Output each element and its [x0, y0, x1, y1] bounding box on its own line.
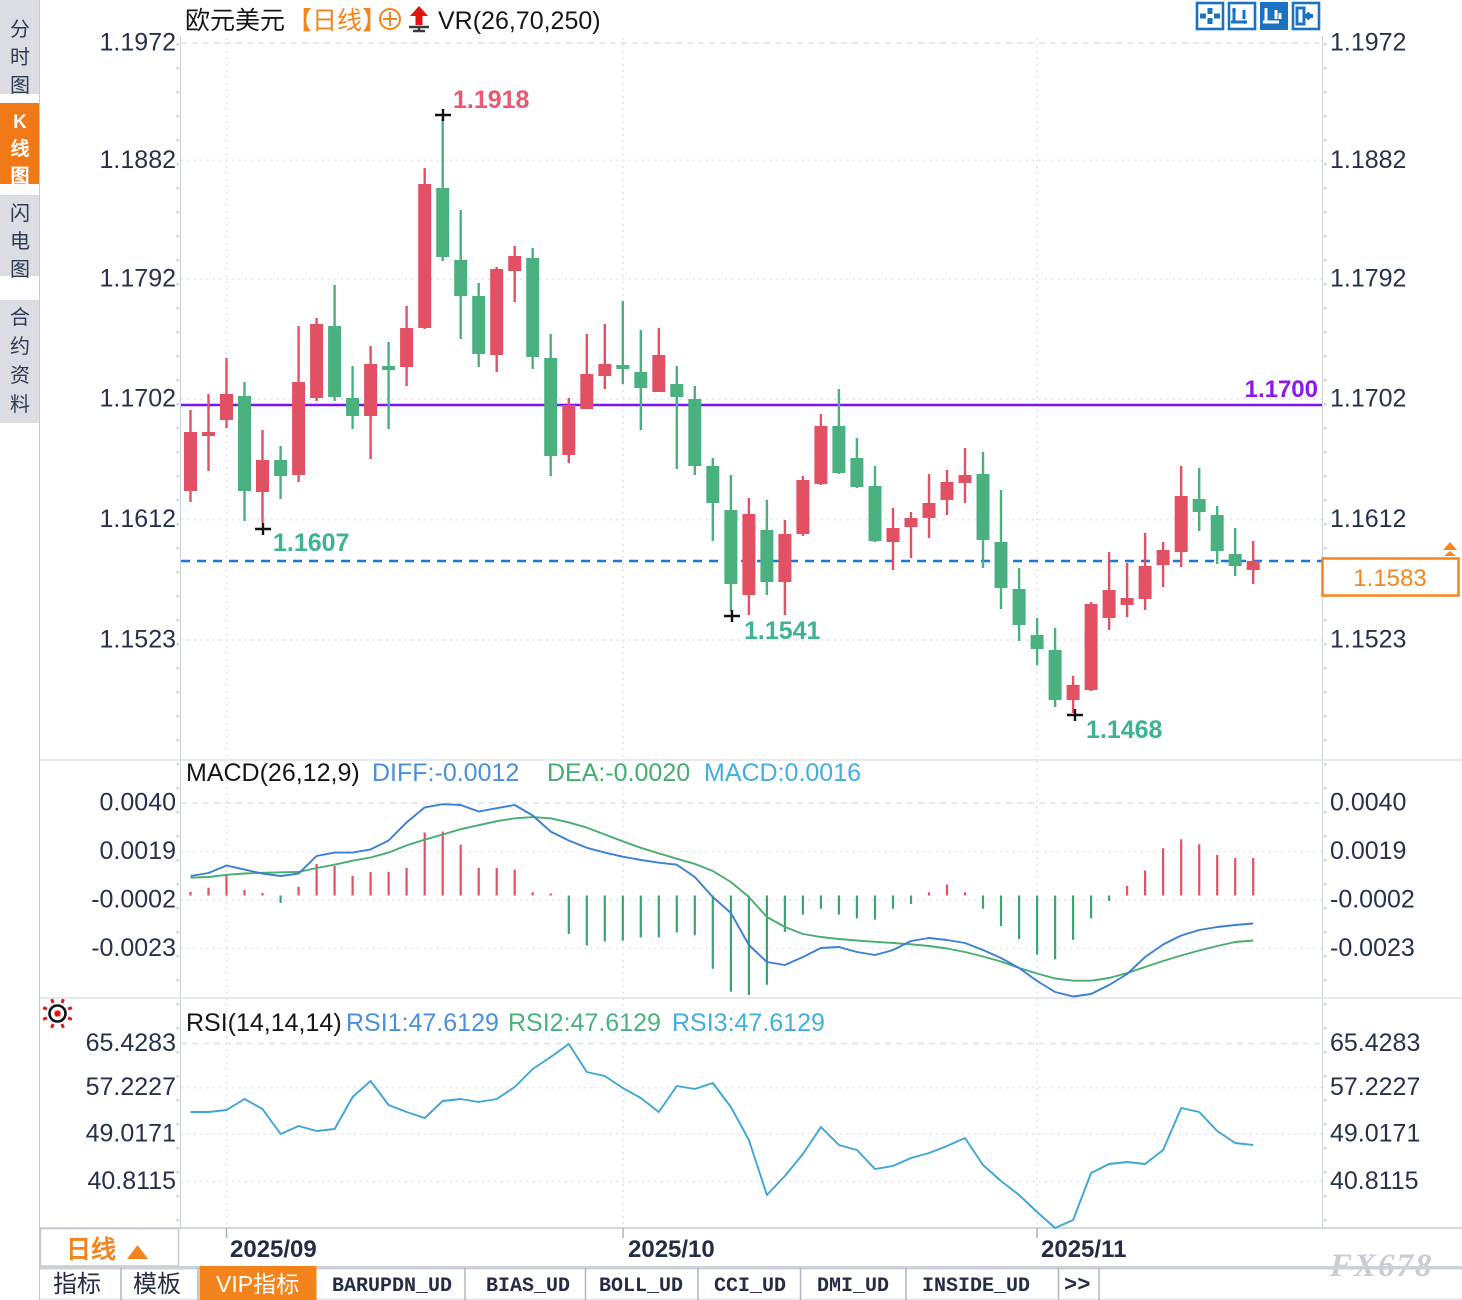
svg-text:1.1583: 1.1583	[1353, 565, 1426, 592]
svg-text:分: 分	[10, 18, 30, 41]
svg-text:1.1918: 1.1918	[453, 86, 530, 114]
svg-text:RSI3:47.6129: RSI3:47.6129	[672, 1009, 825, 1037]
svg-text:BARUPDN_UD: BARUPDN_UD	[332, 1275, 452, 1298]
svg-text:指标: 指标	[53, 1271, 101, 1298]
svg-text:40.8115: 40.8115	[1330, 1167, 1419, 1195]
svg-text:料: 料	[10, 393, 30, 416]
svg-text:1.1972: 1.1972	[100, 29, 176, 57]
svg-text:RSI2:47.6129: RSI2:47.6129	[508, 1009, 661, 1037]
svg-text:1.1700: 1.1700	[1245, 376, 1318, 403]
svg-text:1.1882: 1.1882	[100, 146, 176, 174]
svg-text:电: 电	[10, 230, 30, 253]
svg-text:1.1523: 1.1523	[1330, 626, 1406, 654]
svg-text:INSIDE_UD: INSIDE_UD	[922, 1275, 1030, 1298]
svg-text:RSI(14,14,14): RSI(14,14,14)	[186, 1009, 342, 1037]
svg-text:1.1882: 1.1882	[1330, 146, 1406, 174]
svg-text:RSI1:47.6129: RSI1:47.6129	[346, 1009, 499, 1037]
svg-text:图: 图	[10, 259, 30, 281]
svg-text:>>: >>	[1064, 1273, 1090, 1298]
svg-text:1.1541: 1.1541	[744, 617, 821, 645]
svg-text:MACD(26,12,9): MACD(26,12,9)	[186, 759, 360, 787]
svg-text:合: 合	[10, 306, 30, 329]
svg-text:2025/10: 2025/10	[628, 1236, 715, 1263]
svg-text:-0.0002: -0.0002	[91, 886, 176, 914]
svg-text:1.1523: 1.1523	[100, 626, 176, 654]
svg-text:0.0040: 0.0040	[1330, 789, 1406, 817]
svg-text:1.1792: 1.1792	[100, 265, 176, 293]
svg-text:0.0040: 0.0040	[100, 789, 176, 817]
svg-text:BOLL_UD: BOLL_UD	[599, 1275, 683, 1298]
svg-text:1.1972: 1.1972	[1330, 29, 1406, 57]
svg-text:2025/09: 2025/09	[230, 1236, 317, 1263]
svg-text:DEA:-0.0020: DEA:-0.0020	[547, 759, 690, 787]
svg-text:约: 约	[10, 335, 30, 358]
svg-text:1.1702: 1.1702	[1330, 385, 1406, 413]
svg-text:图: 图	[10, 165, 29, 187]
svg-text:-0.0023: -0.0023	[1330, 934, 1415, 962]
svg-text:资: 资	[10, 364, 30, 387]
svg-text:-0.0002: -0.0002	[1330, 886, 1415, 914]
svg-text:1.1468: 1.1468	[1086, 716, 1163, 744]
svg-text:DIFF:-0.0012: DIFF:-0.0012	[372, 759, 519, 787]
svg-text:57.2227: 57.2227	[1330, 1073, 1420, 1101]
svg-text:欧元美元: 欧元美元	[185, 7, 285, 35]
svg-text:2025/11: 2025/11	[1041, 1236, 1126, 1263]
svg-text:BIAS_UD: BIAS_UD	[486, 1275, 570, 1298]
svg-text:1.1792: 1.1792	[1330, 265, 1406, 293]
svg-text:CCI_UD: CCI_UD	[714, 1275, 786, 1298]
svg-text:0.0019: 0.0019	[100, 837, 176, 865]
svg-text:-0.0023: -0.0023	[91, 934, 176, 962]
svg-text:时: 时	[10, 46, 30, 69]
svg-text:图: 图	[10, 75, 30, 97]
svg-text:MACD:0.0016: MACD:0.0016	[704, 759, 861, 787]
svg-text:DMI_UD: DMI_UD	[817, 1275, 889, 1298]
svg-text:日线: 日线	[66, 1235, 116, 1264]
svg-text:0.0019: 0.0019	[1330, 837, 1406, 865]
svg-text:49.0171: 49.0171	[1330, 1120, 1420, 1148]
svg-text:65.4283: 65.4283	[1330, 1029, 1420, 1057]
svg-text:1.1702: 1.1702	[100, 385, 176, 413]
svg-text:K: K	[13, 112, 27, 133]
svg-text:模板: 模板	[133, 1271, 181, 1298]
svg-text:65.4283: 65.4283	[86, 1029, 176, 1057]
svg-text:闪: 闪	[10, 202, 30, 225]
svg-text:1.1612: 1.1612	[100, 505, 176, 533]
svg-text:49.0171: 49.0171	[86, 1120, 176, 1148]
svg-text:【日线】: 【日线】	[287, 7, 387, 35]
svg-text:40.8115: 40.8115	[87, 1167, 176, 1195]
svg-text:线: 线	[10, 137, 29, 160]
svg-text:1.1612: 1.1612	[1330, 505, 1406, 533]
svg-text:1.1607: 1.1607	[273, 529, 349, 557]
svg-text:VIP指标: VIP指标	[216, 1271, 299, 1297]
svg-text:57.2227: 57.2227	[86, 1073, 176, 1101]
svg-text:VR(26,70,250): VR(26,70,250)	[438, 7, 601, 35]
